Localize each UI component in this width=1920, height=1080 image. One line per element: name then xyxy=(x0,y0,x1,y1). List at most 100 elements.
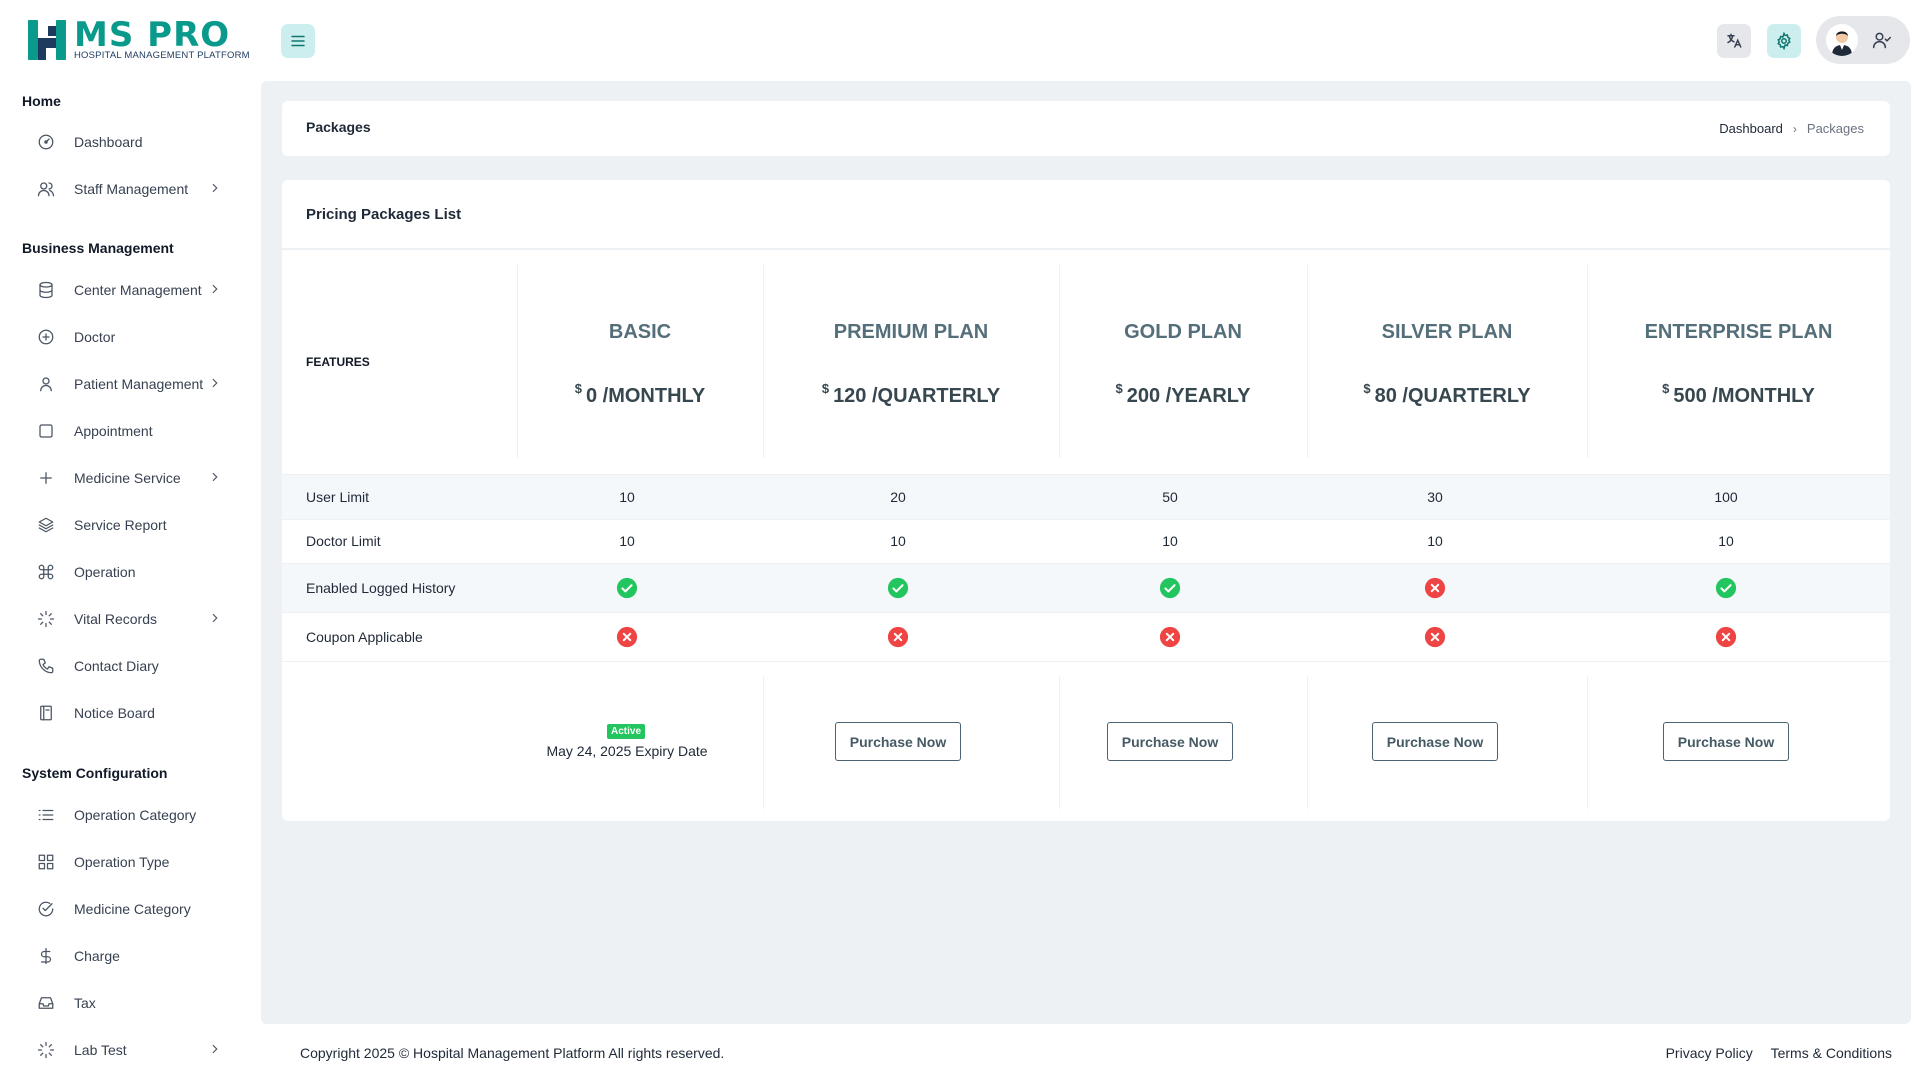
sidebar-item-service-report[interactable]: Service Report xyxy=(36,510,226,540)
check-circle-icon xyxy=(36,899,56,919)
column-divider xyxy=(763,676,764,809)
terms-conditions-link[interactable]: Terms & Conditions xyxy=(1770,1045,1892,1061)
expiry-date: May 24, 2025 Expiry Date xyxy=(546,743,708,759)
plan-header: BASIC $0 /MONTHLY xyxy=(517,265,763,458)
currency-symbol: $ xyxy=(1662,381,1670,396)
phone-icon xyxy=(36,656,56,676)
chevron-right-icon xyxy=(208,282,222,296)
sidebar-item-notice-board[interactable]: Notice Board xyxy=(36,698,226,728)
table-cell: 30 xyxy=(1427,488,1443,505)
inbox-icon xyxy=(36,993,56,1013)
table-cell: 20 xyxy=(890,488,906,505)
column-divider xyxy=(1059,676,1060,809)
check-circle-icon xyxy=(1159,577,1181,602)
sidebar-item-patient-management[interactable]: Patient Management xyxy=(36,369,226,399)
user-menu[interactable] xyxy=(1816,16,1910,64)
plan-name: GOLD PLAN xyxy=(1124,321,1242,343)
price-value: 0 /MONTHLY xyxy=(585,385,706,407)
column-divider xyxy=(1587,265,1588,458)
menu-toggle-button[interactable] xyxy=(281,24,315,58)
table-cell xyxy=(1110,577,1230,602)
price-value: 120 /QUARTERLY xyxy=(833,385,1001,407)
sidebar-item-center-management[interactable]: Center Management xyxy=(36,275,226,305)
database-icon xyxy=(36,280,56,300)
table-cell: 10 xyxy=(890,533,906,549)
check-circle-icon xyxy=(616,577,638,602)
sidebar-item-vital-records[interactable]: Vital Records xyxy=(36,604,226,634)
sidebar-item-staff-management[interactable]: Staff Management xyxy=(36,174,226,204)
sidebar-item-operation-category[interactable]: Operation Category xyxy=(36,800,226,830)
sidebar-item-tax[interactable]: Tax xyxy=(36,988,226,1018)
table-cell xyxy=(1375,577,1495,602)
column-divider xyxy=(1307,676,1308,809)
dashboard-icon xyxy=(36,132,56,152)
price-value: 500 /MONTHLY xyxy=(1673,385,1815,407)
purchase-now-button[interactable]: Purchase Now xyxy=(1663,722,1789,761)
plan-header: PREMIUM PLAN $120 /QUARTERLY xyxy=(763,265,1059,458)
sidebar-item-label: Dashboard xyxy=(74,134,143,150)
sidebar-item-label: Medicine Category xyxy=(74,901,191,917)
column-divider xyxy=(1059,265,1060,458)
table-cell: 100 xyxy=(1714,488,1738,505)
sidebar-item-lab-test[interactable]: Lab Test xyxy=(36,1035,226,1065)
copyright-text: Copyright 2025 © Hospital Management Pla… xyxy=(300,1045,725,1061)
plan-header: GOLD PLAN $200 /YEARLY xyxy=(1059,265,1307,458)
sidebar-item-contact-diary[interactable]: Contact Diary xyxy=(36,651,226,681)
purchase-now-button[interactable]: Purchase Now xyxy=(1107,722,1233,761)
purchase-now-button[interactable]: Purchase Now xyxy=(1372,722,1498,761)
sidebar-item-operation[interactable]: Operation xyxy=(36,557,226,587)
currency-symbol: $ xyxy=(574,381,582,396)
chevron-right-icon xyxy=(208,470,222,484)
x-circle-icon xyxy=(1424,626,1446,651)
plan-name: ENTERPRISE PLAN xyxy=(1644,321,1833,343)
users-icon xyxy=(36,179,56,199)
currency-symbol: $ xyxy=(1363,381,1371,396)
plan-name: BASIC xyxy=(608,321,672,343)
language-button[interactable] xyxy=(1717,24,1751,58)
table-row: Doctor Limit 10 10 10 10 10 xyxy=(282,519,1890,563)
sidebar-item-charge[interactable]: Charge xyxy=(36,941,226,971)
plan-header: SILVER PLAN $80 /QUARTERLY xyxy=(1307,265,1587,458)
settings-button[interactable] xyxy=(1767,24,1801,58)
sidebar-item-operation-type[interactable]: Operation Type xyxy=(36,847,226,877)
plan-price: $80 /QUARTERLY xyxy=(1307,381,1587,408)
plus-circle-icon xyxy=(36,327,56,347)
plan-name: PREMIUM PLAN xyxy=(833,321,989,343)
table-row: User Limit 10 20 50 30 100 xyxy=(282,474,1890,519)
chevron-right-icon xyxy=(208,376,222,390)
sidebar-item-label: Appointment xyxy=(74,423,153,439)
chevron-right-icon xyxy=(208,181,222,195)
sidebar-item-label: Contact Diary xyxy=(74,658,159,674)
nav-section-title: Home xyxy=(22,93,61,109)
price-value: 80 /QUARTERLY xyxy=(1374,385,1531,407)
sidebar-item-label: Tax xyxy=(74,995,96,1011)
hamburger-icon xyxy=(291,35,305,47)
x-circle-icon xyxy=(1159,626,1181,651)
sidebar-item-label: Lab Test xyxy=(74,1042,127,1058)
table-cell: 10 xyxy=(619,533,635,549)
brand-logo[interactable]: MS PRO HOSPITAL MANAGEMENT PLATFORM xyxy=(26,18,250,62)
sidebar-item-label: Center Management xyxy=(74,282,202,298)
breadcrumb-dashboard-link[interactable]: Dashboard xyxy=(1719,121,1783,136)
loader-icon xyxy=(36,1040,56,1060)
sidebar-item-label: Vital Records xyxy=(74,611,158,627)
sidebar-item-dashboard[interactable]: Dashboard xyxy=(36,127,226,157)
logo-mark-icon xyxy=(26,18,72,62)
table-cell: 50 xyxy=(1162,488,1178,505)
table-cell xyxy=(1666,626,1786,651)
sidebar-item-medicine-category[interactable]: Medicine Category xyxy=(36,894,226,924)
sidebar-item-medicine-service[interactable]: Medicine Service xyxy=(36,463,226,493)
feature-label: Coupon Applicable xyxy=(306,628,423,645)
sidebar-item-appointment[interactable]: Appointment xyxy=(36,416,226,446)
features-header: FEATURES xyxy=(306,355,370,369)
chevron-right-icon: › xyxy=(1792,121,1797,136)
sidebar-item-doctor[interactable]: Doctor xyxy=(36,322,226,352)
chevron-right-icon xyxy=(208,1042,222,1056)
column-divider xyxy=(1587,676,1588,809)
check-circle-icon xyxy=(1715,577,1737,602)
table-row: Coupon Applicable xyxy=(282,612,1890,661)
column-divider xyxy=(763,265,764,458)
privacy-policy-link[interactable]: Privacy Policy xyxy=(1665,1045,1753,1061)
purchase-now-button[interactable]: Purchase Now xyxy=(835,722,961,761)
plan-name: SILVER PLAN xyxy=(1381,321,1513,343)
